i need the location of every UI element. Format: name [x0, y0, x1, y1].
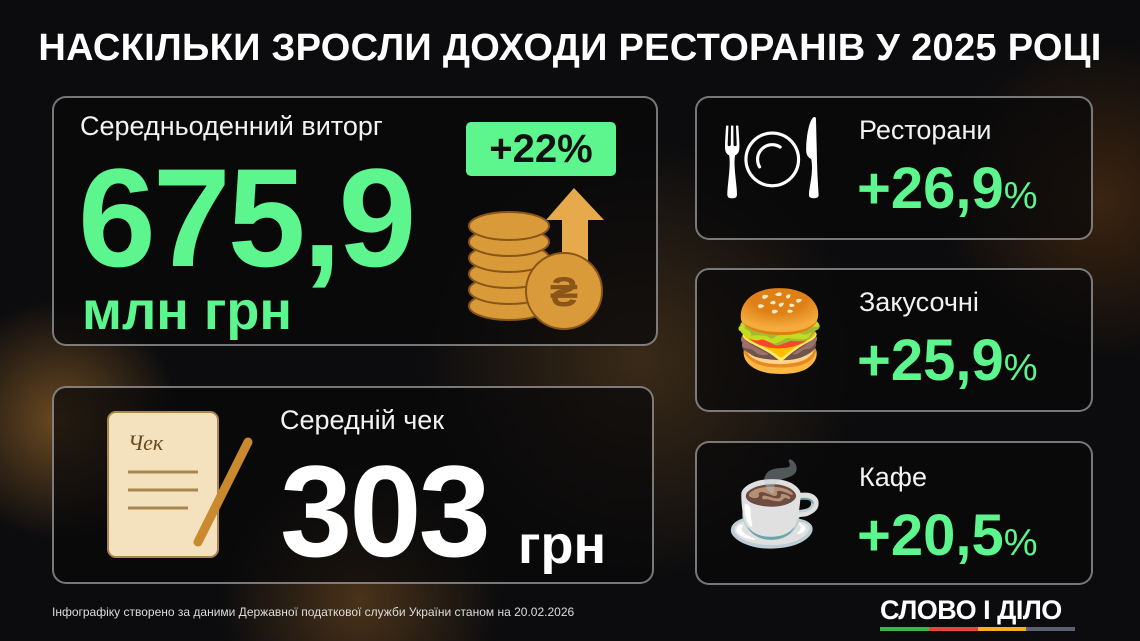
category-card-snack-bars: 🍔 Закусочні +25,9% [695, 268, 1093, 412]
category-label: Ресторани [859, 115, 992, 145]
burger-bag-icon: 🍔 [731, 287, 829, 375]
coffee-cup-icon: ☕ [725, 460, 825, 549]
revenue-card: Середньоденний виторг 675,9 млн грн +22%… [52, 96, 658, 346]
cloche-icon: 🍽 [721, 113, 823, 202]
revenue-unit: млн грн [82, 281, 292, 341]
logo: СЛОВО І ДІЛО [880, 596, 1075, 631]
page-title: НАСКІЛЬКИ ЗРОСЛИ ДОХОДИ РЕСТОРАНІВ У 202… [38, 27, 1102, 69]
category-label: Закусочні [859, 287, 979, 317]
svg-text:Чек: Чек [128, 430, 164, 455]
average-check-card: Чек Середній чек 303 грн [52, 386, 654, 584]
check-value: 303 [280, 438, 491, 584]
category-card-cafes: ☕ Кафе +20,5% [695, 441, 1093, 585]
check-label: Середній чек [280, 405, 445, 435]
source-footnote: Інфографіку створено за даними Державної… [52, 605, 575, 619]
category-card-restaurants: 🍽 Ресторани +26,9% [695, 96, 1093, 240]
check-unit: грн [518, 515, 607, 575]
coins-arrow-up-icon: ₴ [468, 188, 604, 330]
revenue-label: Середньоденний виторг [80, 111, 383, 141]
category-value: +25,9% [857, 328, 1038, 393]
category-value: +26,9% [857, 156, 1038, 221]
receipt-scroll-icon: Чек [107, 411, 253, 558]
growth-badge: +22% [466, 122, 616, 176]
svg-text:₴: ₴ [550, 268, 578, 315]
category-value: +20,5% [857, 503, 1038, 568]
revenue-value: 675,9 [78, 139, 416, 296]
category-label: Кафе [859, 462, 927, 492]
